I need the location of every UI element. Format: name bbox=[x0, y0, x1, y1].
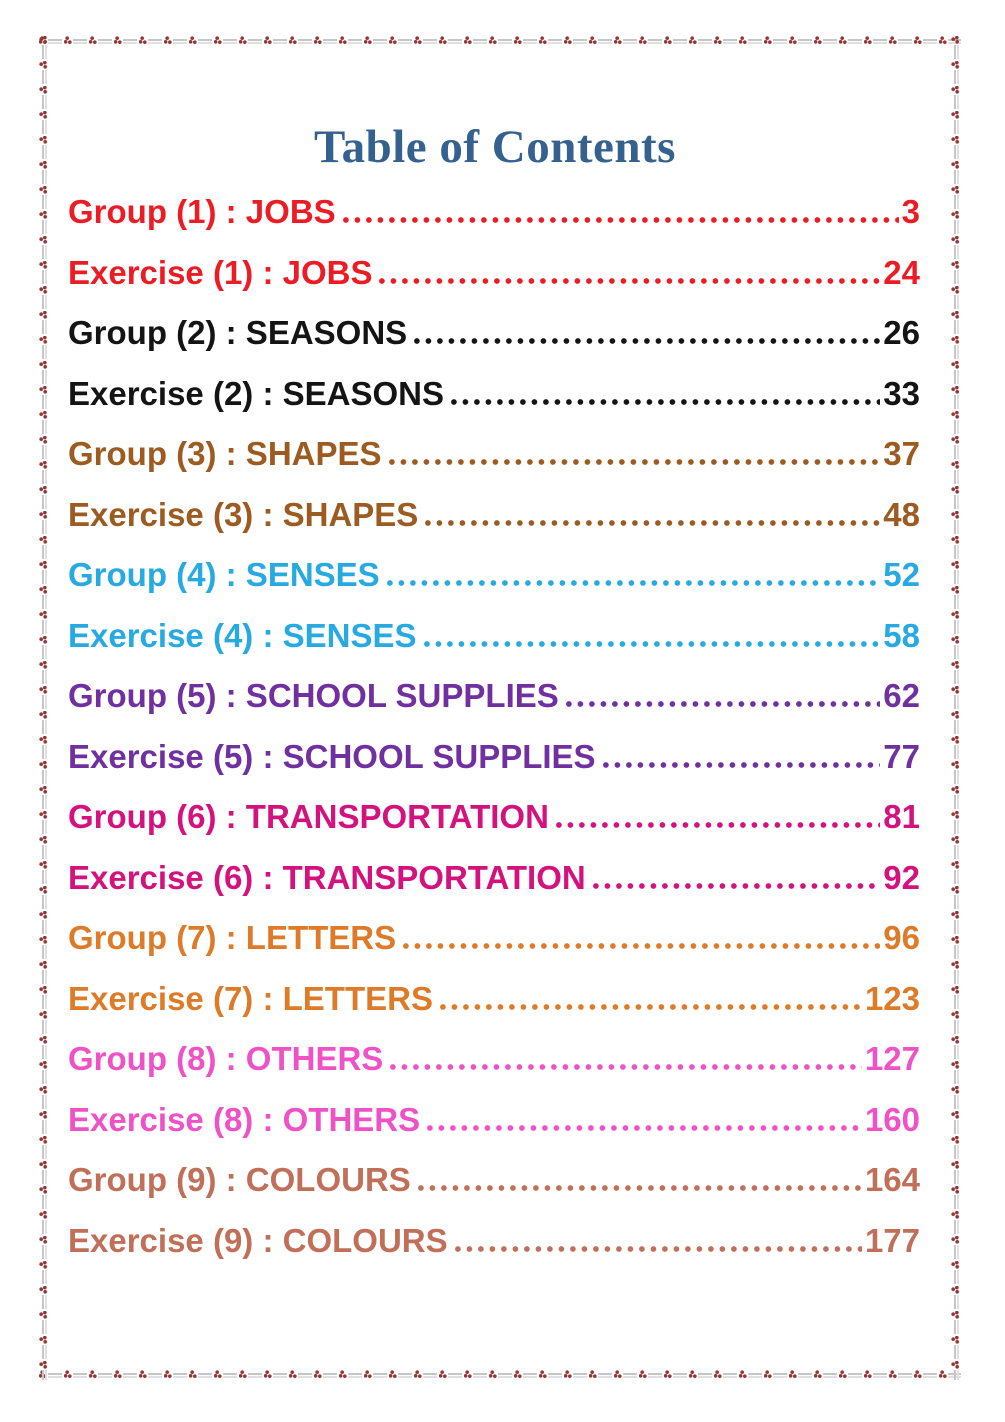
page-title: Table of Contents bbox=[314, 121, 676, 173]
toc-leader-dots bbox=[454, 1245, 862, 1252]
toc-list: Group (1) : JOBS 3 Exercise (1) : JOBS 24 Gr… bbox=[68, 182, 920, 1271]
toc-entry[interactable]: Group (5) : SCHOOL SUPPLIES 62 bbox=[68, 666, 920, 727]
toc-leader-dots bbox=[565, 701, 881, 707]
border-right-edge bbox=[951, 36, 961, 1380]
toc-page-number: 77 bbox=[883, 737, 920, 775]
toc-page-number: 164 bbox=[864, 1161, 920, 1198]
toc-entry[interactable]: Exercise (5) : SCHOOL SUPPLIES 77 bbox=[68, 727, 920, 788]
toc-entry-label: Group (9) : COLOURS bbox=[68, 1161, 411, 1198]
border-top-edge bbox=[39, 36, 961, 46]
toc-entry-label: Group (2) : SEASONS bbox=[68, 314, 408, 351]
toc-page-number: 58 bbox=[883, 616, 920, 654]
toc-entry[interactable]: Group (4) : SENSES 52 bbox=[68, 545, 920, 606]
toc-leader-dots bbox=[390, 1064, 862, 1070]
toc-entry[interactable]: Group (6) : TRANSPORTATION 81 bbox=[68, 787, 920, 848]
toc-page-number: 24 bbox=[883, 253, 920, 291]
toc-page-number: 177 bbox=[864, 1221, 920, 1259]
toc-page-number: 37 bbox=[883, 435, 920, 472]
toc-leader-dots bbox=[555, 822, 881, 828]
toc-entry-label: Exercise (6) : TRANSPORTATION bbox=[68, 858, 586, 896]
toc-entry[interactable]: Exercise (9) : COLOURS 177 bbox=[68, 1211, 920, 1272]
toc-leader-dots bbox=[342, 217, 899, 223]
toc-entry[interactable]: Exercise (4) : SENSES 58 bbox=[68, 606, 920, 667]
toc-entry-label: Group (5) : SCHOOL SUPPLIES bbox=[68, 677, 559, 714]
toc-entry[interactable]: Exercise (3) : SHAPES 48 bbox=[68, 485, 920, 546]
toc-page-number: 52 bbox=[883, 556, 920, 593]
toc-leader-dots bbox=[379, 277, 881, 284]
toc-leader-dots bbox=[417, 1185, 862, 1191]
border-bottom-edge bbox=[39, 1370, 961, 1380]
toc-leader-dots bbox=[423, 640, 881, 647]
toc-leader-dots bbox=[427, 1124, 862, 1131]
toc-entry-label: Exercise (4) : SENSES bbox=[68, 616, 417, 654]
toc-entry[interactable]: Group (7) : LETTERS 96 bbox=[68, 908, 920, 969]
toc-page-number: 33 bbox=[883, 374, 920, 412]
toc-entry-label: Group (6) : TRANSPORTATION bbox=[68, 798, 549, 835]
toc-entry-label: Exercise (1) : JOBS bbox=[68, 253, 373, 291]
toc-page-number: 160 bbox=[864, 1100, 920, 1138]
toc-entry-label: Exercise (5) : SCHOOL SUPPLIES bbox=[68, 737, 596, 775]
toc-leader-dots bbox=[592, 882, 881, 889]
toc-entry[interactable]: Exercise (6) : TRANSPORTATION 92 bbox=[68, 848, 920, 909]
toc-page-number: 48 bbox=[883, 495, 920, 533]
toc-entry[interactable]: Group (3) : SHAPES 37 bbox=[68, 424, 920, 485]
toc-entry-label: Exercise (3) : SHAPES bbox=[68, 495, 419, 533]
toc-entry[interactable]: Group (8) : OTHERS 127 bbox=[68, 1029, 920, 1090]
toc-entry-label: Exercise (9) : COLOURS bbox=[68, 1221, 448, 1259]
toc-entry[interactable]: Group (9) : COLOURS 164 bbox=[68, 1150, 920, 1211]
toc-entry-label: Exercise (2) : SEASONS bbox=[68, 374, 444, 412]
toc-leader-dots bbox=[386, 580, 881, 586]
toc-entry-label: Group (3) : SHAPES bbox=[68, 435, 382, 472]
toc-leader-dots bbox=[451, 398, 881, 405]
toc-page-number: 3 bbox=[901, 193, 920, 230]
toc-leader-dots bbox=[439, 1003, 862, 1010]
toc-entry-label: Exercise (7) : LETTERS bbox=[68, 979, 433, 1017]
toc-leader-dots bbox=[414, 338, 881, 344]
toc-entry[interactable]: Group (1) : JOBS 3 bbox=[68, 182, 920, 243]
toc-leader-dots bbox=[403, 943, 881, 949]
toc-page-number: 123 bbox=[864, 979, 920, 1017]
toc-page-number: 96 bbox=[883, 919, 920, 956]
toc-entry[interactable]: Group (2) : SEASONS 26 bbox=[68, 303, 920, 364]
toc-entry[interactable]: Exercise (2) : SEASONS 33 bbox=[68, 364, 920, 425]
toc-page-number: 62 bbox=[883, 677, 920, 714]
toc-page-number: 92 bbox=[883, 858, 920, 896]
toc-page-number: 127 bbox=[864, 1040, 920, 1077]
toc-entry-label: Group (4) : SENSES bbox=[68, 556, 380, 593]
toc-entry[interactable]: Exercise (7) : LETTERS 123 bbox=[68, 969, 920, 1030]
toc-leader-dots bbox=[602, 761, 881, 768]
toc-page-number: 81 bbox=[883, 798, 920, 835]
toc-leader-dots bbox=[425, 519, 881, 526]
toc-entry[interactable]: Exercise (8) : OTHERS 160 bbox=[68, 1090, 920, 1151]
border-left-edge bbox=[39, 36, 49, 1380]
toc-page-number: 26 bbox=[883, 314, 920, 351]
toc-entry-label: Exercise (8) : OTHERS bbox=[68, 1100, 421, 1138]
toc-entry[interactable]: Exercise (1) : JOBS 24 bbox=[68, 243, 920, 304]
toc-entry-label: Group (1) : JOBS bbox=[68, 193, 336, 230]
toc-entry-label: Group (7) : LETTERS bbox=[68, 919, 397, 956]
toc-entry-label: Group (8) : OTHERS bbox=[68, 1040, 384, 1077]
toc-leader-dots bbox=[388, 459, 881, 465]
